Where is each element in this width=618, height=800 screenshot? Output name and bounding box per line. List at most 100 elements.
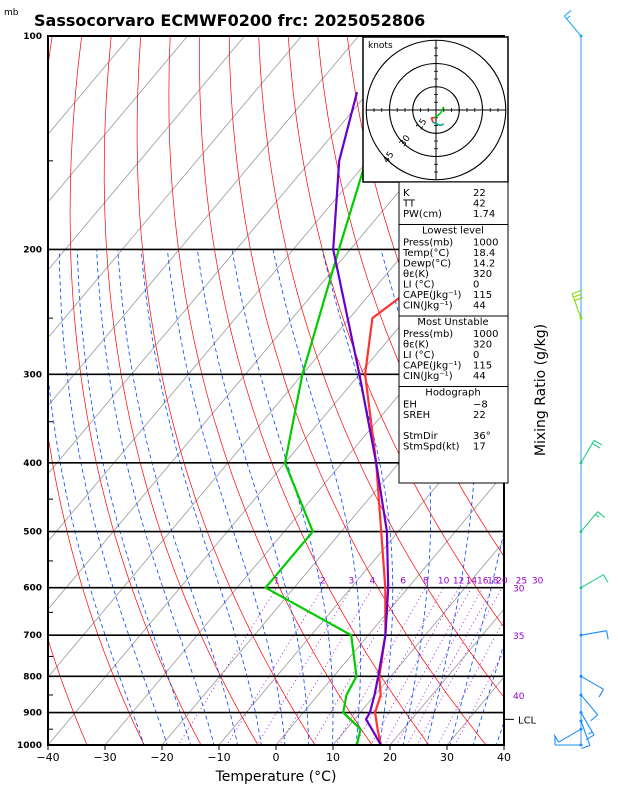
moist-adiabat-line [495,720,504,745]
moist-adiabat-line [140,249,262,745]
mixing-ratio-label: 1 [274,577,280,587]
panel-heading: Lowest level [422,226,484,237]
wind-barb [579,511,605,534]
mixing-ratio-label: 10 [438,577,450,587]
dry-adiabat-line [103,36,259,745]
moist-adiabat-line [76,249,192,745]
dry-adiabat-line [69,36,202,745]
grid-layer [0,4,618,760]
temperature-tick-label: 0 [273,751,280,764]
index-value: 1000 [473,238,498,249]
hodograph-trace [440,123,445,127]
index-value: 14.2 [473,259,495,270]
wind-barb [579,574,609,590]
panel-heading: Most Unstable [417,317,488,328]
index-label: CAPE(Jkg⁻¹) [403,290,461,301]
theta-e-label: 30 [513,585,525,595]
dewpoint-profile [264,36,406,745]
dry-adiabat-line [573,4,618,760]
index-label: Dewp(°C) [403,259,451,270]
moist-adiabat-line [514,249,618,760]
moist-adiabat-line [48,371,145,745]
moist-adiabat-line [231,249,334,745]
temperature-tick-label: −20 [150,751,173,764]
pressure-tick-label: 500 [23,528,42,538]
dry-adiabat-line [199,36,430,745]
index-value: 22 [473,410,486,421]
wind-barb [579,674,604,698]
index-label: θε(K) [403,269,429,280]
index-label: PW(cm) [403,209,442,220]
panel-heading: Hodograph [425,388,480,399]
right-axis-title: Mixing Ratio (g/kg) [533,324,549,456]
moist-adiabat-line [321,249,394,745]
hodograph-trace [439,106,445,114]
index-value: 1000 [473,329,498,340]
index-label: StmDir [403,431,438,442]
mixing-ratio-line [406,587,494,745]
mixing-ratio-line [370,587,459,745]
dry-adiabat-line [287,36,504,628]
dry-adiabat-line [516,4,618,760]
mixing-ratio-line [335,587,427,745]
moist-adiabat-line [58,249,168,745]
wind-barb [579,711,595,741]
index-value: 115 [473,290,492,301]
index-label: Temp(°C) [402,248,450,259]
mixing-ratio-label: 12 [453,577,464,587]
pressure-tick-label: 200 [23,245,42,255]
temperature-tick-label: 40 [497,751,511,764]
pressure-tick-label: 400 [23,459,42,469]
isotherm-line [48,133,504,678]
dry-adiabat-line [136,36,316,745]
dry-adiabat-line [0,4,36,760]
wind-barb [563,9,583,38]
hodograph-trace [430,117,434,123]
moist-adiabat-line [272,249,362,745]
index-value: 36° [473,431,491,442]
pressure-tick-label: 800 [23,672,42,682]
isotherm-line [48,36,246,271]
mixing-ratio-label: 2 [320,577,326,587]
wind-barb [579,630,609,640]
hodograph-units: knots [368,41,393,51]
index-value: 18.4 [473,248,495,259]
moist-adiabat-line [96,249,215,745]
dry-adiabat-line [317,36,504,557]
mixing-ratio-label: 6 [400,577,406,587]
mixing-ratio-label: 16 [477,577,489,587]
index-label: SREH [403,410,430,421]
index-label: StmSpd(kt) [403,442,460,453]
pressure-tick-label: 300 [23,370,42,380]
temperature-tick-label: −10 [207,751,230,764]
isotherm-line [48,201,504,745]
mixing-ratio-line [396,587,484,745]
wind-barb [554,736,583,747]
pressure-tick-label: 100 [23,32,42,42]
pressure-unit-label: mb [4,8,19,18]
mixing-ratio-label: 18 [487,577,499,587]
index-label: Press(mb) [403,329,453,340]
index-value: 42 [473,199,486,210]
moist-adiabat-line [380,249,432,745]
dry-adiabat-line [228,36,487,745]
mixing-ratio-line [226,587,324,745]
mixing-ratio-line [384,587,472,745]
moist-adiabat-line [117,249,239,745]
isotherm-line [503,744,504,745]
index-label: Press(mb) [403,238,453,249]
index-value: 22 [473,188,486,199]
index-label: K [403,188,410,199]
index-label: LI (°C) [403,350,435,361]
dry-adiabat-line [168,36,373,745]
temperature-tick-label: 30 [440,751,454,764]
isotherm-line [48,36,132,135]
pressure-tick-label: 900 [23,709,42,719]
mixing-ratio-line [354,587,444,745]
indices-frame [398,181,509,484]
wind-barb [571,290,584,320]
